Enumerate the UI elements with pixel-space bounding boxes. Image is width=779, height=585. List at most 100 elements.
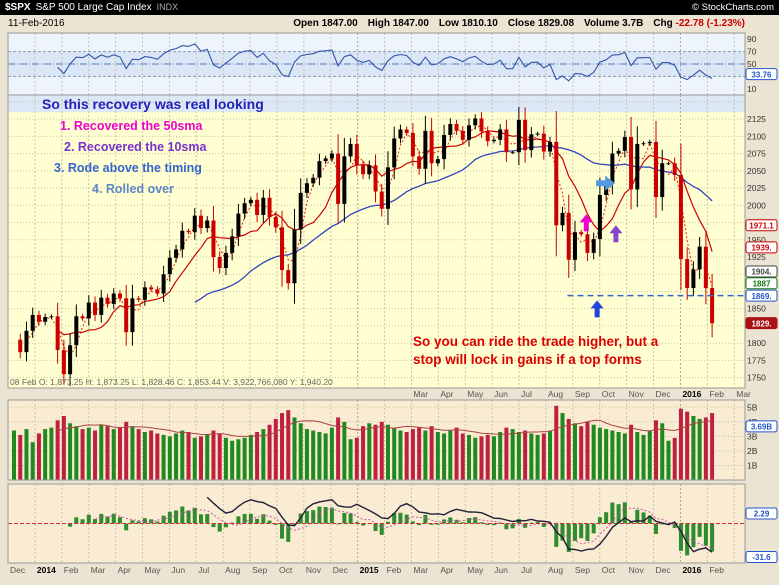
- axis-label: 2000: [747, 200, 766, 210]
- symbol-label: $SPX: [5, 2, 31, 13]
- axis-label: 1850: [747, 304, 766, 314]
- blue-right-arrow: [596, 175, 616, 191]
- price-panel-bg: [8, 95, 745, 388]
- axis-label: 90: [747, 34, 757, 44]
- axis-label: Mar: [736, 389, 751, 399]
- axis-label: Nov: [306, 565, 322, 575]
- rsi-line: [57, 43, 713, 82]
- axis-label: 2125: [747, 114, 766, 124]
- axis-tag: 33.76: [745, 68, 778, 81]
- axis-label: 1B: [747, 460, 758, 470]
- quote-field-chg: Chg -22.78 (-1.23%): [653, 17, 745, 29]
- chart-date: 11-Feb-2016: [8, 17, 65, 29]
- quote-field-volume: Volume 3.7B: [584, 17, 644, 29]
- axis-label: Dec: [656, 389, 672, 399]
- axis-tag: 1904.: [745, 265, 778, 278]
- axis-label: Sep: [575, 565, 590, 575]
- exchange-label: INDX: [156, 2, 179, 12]
- axis-label: May: [467, 389, 484, 399]
- header-bar: $SPX S&P 500 Large Cap Index INDX © Stoc…: [0, 0, 779, 15]
- axis-label: Mar: [91, 565, 106, 575]
- index-name-label: S&P 500 Large Cap Index: [35, 2, 152, 13]
- axis-label: Feb: [387, 565, 402, 575]
- axis-label: 1775: [747, 355, 766, 365]
- oscillator-hist-ma: [94, 507, 713, 548]
- quote-field-close: Close 1829.08: [507, 17, 575, 29]
- svg-text:2.29: 2.29: [754, 510, 770, 519]
- svg-text:1869.: 1869.: [751, 292, 771, 301]
- axis-label: 1950: [747, 235, 766, 245]
- quote-field-open: Open 1847.00: [293, 17, 358, 29]
- axis-label: 2075: [747, 149, 766, 159]
- axis-label: 50: [747, 59, 757, 69]
- quote-field-high: High 1847.00: [367, 17, 429, 29]
- oscillator-histogram: [68, 502, 715, 556]
- axis-label: 2016: [682, 389, 701, 399]
- annotation-heading: So this recovery was real looking: [42, 96, 264, 112]
- axis-label: Nov: [629, 565, 645, 575]
- axis-tag: 1869.: [745, 289, 778, 302]
- svg-text:-31.6: -31.6: [752, 553, 771, 562]
- axis-label: Apr: [440, 565, 453, 575]
- axis-label: May: [144, 565, 161, 575]
- axis-label: Sep: [252, 565, 267, 575]
- axis-label: Mar: [413, 389, 428, 399]
- axis-label: May: [467, 565, 484, 575]
- axis-tag: 3.69B: [745, 420, 778, 433]
- axis-tag: -31.6: [745, 551, 778, 563]
- quote-field-low: Low 1810.10: [438, 17, 498, 29]
- svg-text:1887: 1887: [753, 279, 771, 288]
- svg-text:1904.: 1904.: [751, 268, 771, 277]
- panel-border: [7, 483, 746, 564]
- panel-border: [7, 399, 746, 481]
- axis-label: Apr: [118, 565, 131, 575]
- axis-label: Feb: [64, 565, 79, 575]
- axis-label: 10: [747, 84, 757, 94]
- svg-text:1939.: 1939.: [751, 244, 771, 253]
- axis-label: Oct: [279, 565, 293, 575]
- annotation-warning-line-2: stop will lock in gains if a top forms: [413, 352, 642, 367]
- axis-label: Feb: [709, 389, 724, 399]
- sma50-line: [57, 130, 713, 336]
- purple-up-arrow: [609, 225, 623, 243]
- axis-label: 2050: [747, 166, 766, 176]
- axis-label: 2014: [37, 565, 56, 575]
- axis-label: Jun: [494, 389, 508, 399]
- axis-label: 2B: [747, 446, 758, 456]
- axis-label: Dec: [656, 565, 672, 575]
- axis-label: 2015: [360, 565, 379, 575]
- annotation-note-2: 2. Recovered the 10sma: [64, 140, 207, 154]
- axis-label: Dec: [10, 565, 26, 575]
- quote-fields: Open 1847.00 High 1847.00 Low 1810.10 Close…: [293, 18, 745, 29]
- axis-label: Apr: [440, 389, 453, 399]
- annotation-note-1: 1. Recovered the 50sma: [60, 119, 203, 133]
- axis-label: Aug: [225, 565, 240, 575]
- axis-label: 2025: [747, 183, 766, 193]
- svg-text:1829.: 1829.: [751, 319, 771, 328]
- axis-label: 1925: [747, 252, 766, 262]
- axis-label: Dec: [333, 565, 349, 575]
- axis-label: Nov: [629, 389, 645, 399]
- axis-label: Jul: [521, 565, 532, 575]
- axis-tag: 1887: [745, 277, 778, 290]
- axis-label: Jun: [171, 565, 185, 575]
- svg-text:1971.1: 1971.1: [749, 221, 774, 230]
- axis-tag: 2.29: [745, 507, 778, 520]
- axis-label: Oct: [602, 389, 616, 399]
- axis-tag: 1971.1: [745, 219, 778, 232]
- ohlc-info-line: 08 Feb O: 1,873.25 H: 1,873.25 L: 1,828.…: [10, 377, 333, 387]
- annotation-note-3: 3. Rode above the timing: [54, 161, 202, 175]
- oscillator-line: [206, 496, 713, 553]
- magenta-up-arrow: [579, 214, 593, 232]
- axis-tag: 1829.: [745, 317, 778, 330]
- panel-border: [7, 94, 746, 389]
- instrument-title: $SPX S&P 500 Large Cap Index INDX: [5, 2, 178, 13]
- axis-label: Aug: [548, 389, 563, 399]
- axis-label: Feb: [709, 565, 724, 575]
- axis-label: Jun: [494, 565, 508, 575]
- axis-label: Jul: [198, 565, 209, 575]
- axis-label: 1750: [747, 373, 766, 383]
- axis-label: Oct: [602, 565, 616, 575]
